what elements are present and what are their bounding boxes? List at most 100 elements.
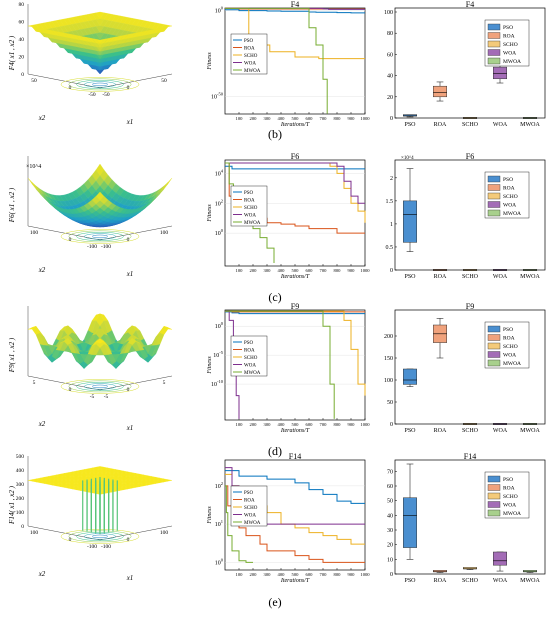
- floor-contour: [60, 229, 140, 244]
- y-tick-label: 101: [215, 519, 223, 528]
- legend-label-MWOA: MWOA: [244, 521, 261, 526]
- x-tick-label: SCHO: [462, 274, 479, 280]
- y-axis-label: Fitness: [207, 204, 213, 223]
- x-tick-label: 200: [250, 268, 258, 273]
- y-tick-label: 2: [390, 176, 393, 182]
- series-line-SCHO: [225, 7, 365, 60]
- row-label-1: (c): [268, 290, 281, 304]
- legend-swatch-WOA: [487, 49, 501, 56]
- box-plot-F6: F6 0 0.5 1 1.5 2 ×10^4 PSO ROA SCHO WOA MWOA PSO ROA S…: [386, 152, 546, 280]
- surface-plot-F9: F9( x1 , x2 ) x1 x2 5 0 -5 5 0 -5: [8, 306, 173, 432]
- axis-exponent: ×10^4: [26, 164, 41, 170]
- z-axis-label: F9( x1 , x2 ): [8, 337, 16, 373]
- x2-tick-label: 0: [127, 537, 130, 543]
- legend-swatch-WOA: [487, 351, 501, 358]
- x-tick-label: 600: [306, 268, 314, 273]
- z-tick-label: 0: [21, 72, 24, 78]
- x2-tick-label: 0: [127, 387, 130, 393]
- x-tick-label: 200: [250, 116, 258, 121]
- legend-swatch-ROA: [487, 484, 501, 491]
- x-tick-label: 800: [334, 116, 342, 121]
- x-tick-label: WOA: [493, 274, 508, 280]
- x-tick-label: SCHO: [462, 122, 479, 128]
- legend-label-WOA: WOA: [503, 353, 516, 359]
- y-tick-label: 70: [387, 469, 393, 475]
- y-tick-label: 80: [387, 31, 393, 37]
- legend-label-SCHO: SCHO: [244, 356, 258, 361]
- floor-contour: [76, 231, 124, 241]
- legend-label-PSO: PSO: [244, 491, 254, 496]
- x-axis-label: Iterations/T: [280, 428, 310, 434]
- y-tick-label: 40: [387, 513, 393, 519]
- floor-contour: [84, 233, 116, 240]
- x-tick-label: MWOA: [520, 428, 540, 434]
- floor-contour: [76, 79, 124, 89]
- z-tick-label: 400: [16, 468, 25, 474]
- legend-swatch-SCHO: [487, 492, 501, 500]
- x-tick-label: 1000: [360, 422, 370, 427]
- y-tick-label: 50: [387, 499, 393, 505]
- z-tick-label: 100: [16, 510, 25, 516]
- legend-label-ROA: ROA: [244, 47, 255, 52]
- x1-axis-label: x1: [126, 270, 134, 278]
- legend-label-WOA: WOA: [244, 514, 256, 519]
- legend-label-SCHO: SCHO: [244, 206, 258, 211]
- surface-plot-F6: F6( x1 , x2 ) x1 x2 ×10^4 100 0 -100 100 0 -100: [8, 156, 173, 278]
- y-tick-label: 10-50: [211, 91, 224, 100]
- z-tick-label: 0: [21, 524, 24, 530]
- legend-label-ROA: ROA: [244, 349, 255, 354]
- legend-swatch-PSO: [487, 175, 501, 183]
- x-tick-label: PSO: [404, 274, 416, 280]
- legend-label-PSO: PSO: [503, 327, 513, 333]
- z-tick-label: 60: [19, 20, 25, 26]
- y-tick-label: 0.5: [386, 245, 394, 251]
- x1-tick-label: 0: [69, 537, 72, 543]
- legend-label-MWOA: MWOA: [503, 511, 521, 517]
- legend-label-SCHO: SCHO: [503, 344, 518, 350]
- z-axis-label: F14( x1 , x2 ): [8, 485, 16, 525]
- x-tick-label: 500: [292, 268, 300, 273]
- x2-axis-label: x2: [38, 114, 46, 122]
- legend-label-SCHO: SCHO: [503, 194, 518, 200]
- series-line-MWOA: [225, 310, 335, 419]
- x-tick-label: 700: [320, 116, 328, 121]
- y-tick-label: 30: [387, 528, 393, 534]
- box-PSO: [403, 497, 417, 548]
- legend-swatch-MWOA: [487, 209, 501, 217]
- legend-swatch-ROA: [487, 32, 501, 39]
- row-label-0: (b): [268, 127, 282, 141]
- series-line-PSO: [225, 165, 365, 170]
- x-tick-label: 400: [278, 116, 286, 121]
- x-tick-label: 500: [292, 116, 300, 121]
- x-tick-label: 300: [264, 572, 272, 577]
- x-tick-label: 1000: [360, 116, 370, 121]
- y-tick-label: 0: [390, 116, 393, 122]
- surface-patch: [95, 191, 105, 201]
- floor-contour: [91, 534, 109, 539]
- floor-contour: [91, 384, 109, 389]
- plot-title: F6: [291, 152, 299, 161]
- y-tick-label: 100: [215, 6, 224, 15]
- z-tick-label: 80: [19, 2, 25, 8]
- surface-plot-F14: F14( x1 , x2 ) x1 x2 0 100 200 300 400 500 100 0 -1…: [8, 454, 173, 582]
- y-tick-label: 40: [387, 74, 393, 80]
- x1-tick-label: -5: [104, 394, 109, 400]
- legend-label-PSO: PSO: [244, 191, 254, 196]
- legend-label-MWOA: MWOA: [503, 211, 521, 217]
- plot-title: F14: [289, 452, 301, 461]
- legend-label-MWOA: MWOA: [503, 59, 521, 65]
- y-tick-label: 102: [215, 481, 223, 490]
- x1-tick-label: 0: [69, 237, 72, 243]
- y-tick-label: 10-10: [211, 379, 224, 388]
- y-tick-label: 104: [215, 168, 224, 177]
- surface-patch: [159, 182, 169, 192]
- plot-title: F4: [291, 0, 299, 9]
- surface-patch: [27, 177, 37, 189]
- x2-tick-label: 100: [160, 230, 169, 236]
- x-tick-label: 800: [334, 572, 342, 577]
- x2-tick-label: -50: [88, 92, 96, 98]
- x-tick-label: 900: [348, 116, 356, 121]
- x-tick-label: ROA: [434, 122, 447, 128]
- x1-axis-label: x1: [126, 118, 134, 126]
- legend-label-ROA: ROA: [244, 199, 255, 204]
